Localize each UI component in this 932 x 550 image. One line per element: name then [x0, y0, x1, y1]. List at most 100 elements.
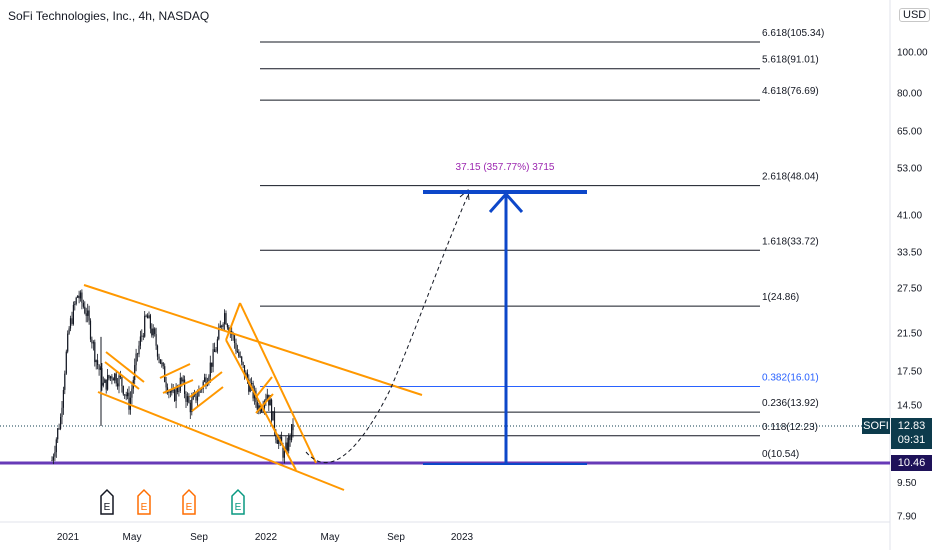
candle-body: [241, 356, 243, 363]
candle-body: [205, 377, 207, 386]
earnings-marker[interactable]: E: [137, 488, 151, 515]
candle-body: [118, 375, 120, 387]
orange-pattern-drawings[interactable]: [83, 284, 423, 491]
candle-body: [188, 396, 190, 403]
candle-body: [165, 382, 167, 388]
candle-body: [114, 373, 116, 381]
candlestick-series: [51, 289, 294, 465]
candle-body: [246, 372, 248, 380]
time-axis[interactable]: 2021 May Sep 2022 May Sep 2023: [57, 532, 474, 543]
candle-body: [169, 391, 171, 393]
candle-body: [192, 395, 194, 400]
earnings-marker[interactable]: E: [182, 488, 196, 515]
flag-line-4: [162, 379, 194, 394]
candle-body: [278, 439, 280, 444]
candle-body: [269, 399, 271, 406]
candle-body: [55, 439, 57, 453]
candle-body: [78, 295, 80, 299]
candle-body: [242, 362, 244, 365]
candle-body: [152, 328, 154, 336]
candle-body: [185, 394, 187, 402]
price-axis[interactable]: 100.00 80.00 65.00 53.00 41.00 33.50 27.50 21.5…: [897, 48, 928, 523]
candle-body: [102, 382, 104, 386]
symbol-title[interactable]: SoFi Technologies, Inc., 4h, NASDAQ: [8, 9, 210, 23]
earnings-marker-letter: E: [186, 502, 193, 513]
earnings-marker-letter: E: [104, 502, 111, 513]
candle-body: [77, 295, 79, 298]
candle-body: [84, 306, 86, 314]
earnings-marker-letter: E: [141, 502, 148, 513]
candle-body: [94, 342, 96, 363]
candle-body: [235, 343, 237, 351]
candle-body: [184, 379, 186, 394]
time-tick-label: Sep: [190, 532, 208, 543]
time-tick-label: 2022: [255, 532, 278, 543]
fib-level-label: 1(24.86): [762, 292, 799, 303]
candle-body: [89, 320, 92, 340]
price-tick-label: 27.50: [897, 284, 922, 295]
candle-body: [146, 315, 149, 319]
candle-body: [249, 384, 251, 392]
candle-body: [71, 318, 73, 324]
candle-body: [129, 397, 131, 410]
candle-body: [161, 362, 163, 364]
price-tick-label: 21.50: [897, 329, 922, 340]
earnings-marker-letter: E: [235, 502, 242, 513]
currency-selector[interactable]: USD: [899, 8, 931, 22]
candle-body: [141, 335, 143, 337]
price-tick-label: 9.50: [897, 478, 917, 489]
candle-body: [218, 327, 220, 340]
candle-body: [282, 445, 284, 458]
candle-body: [215, 351, 217, 353]
candle-body: [256, 402, 258, 410]
candle-body: [117, 383, 119, 387]
candle-body: [62, 390, 64, 408]
candle-body: [204, 377, 206, 382]
candle-body: [171, 390, 173, 393]
target-arrowhead: [488, 191, 524, 213]
last-price-value: 12.83: [897, 420, 926, 432]
candle-body: [245, 372, 247, 377]
candle-body: [104, 379, 106, 383]
candle-body: [119, 375, 121, 378]
candle-body: [97, 360, 99, 365]
candle-body: [108, 375, 110, 379]
candle-body: [275, 430, 277, 440]
candle-body: [182, 379, 184, 382]
price-tick-label: 14.50: [897, 401, 922, 412]
fib-level-label: 0.382(16.01): [762, 373, 819, 384]
fibonacci-extension[interactable]: 6.618(105.34) 5.618(91.01) 4.618(76.69) 2.6…: [260, 28, 824, 464]
earnings-marker[interactable]: E: [100, 488, 114, 515]
price-tick-label: 41.00: [897, 211, 922, 222]
candle-body: [181, 377, 183, 382]
candle-body: [219, 325, 221, 328]
candle-body: [214, 349, 216, 352]
candle-body: [142, 335, 144, 337]
candle-body: [224, 313, 226, 325]
earnings-marker[interactable]: E: [231, 488, 245, 515]
projection-dashed-curve[interactable]: [305, 194, 469, 463]
candle-body: [75, 297, 77, 304]
channel-upper-line: [83, 284, 423, 396]
candle-body: [58, 428, 60, 430]
candle-body: [266, 394, 268, 399]
candle-body: [178, 391, 180, 392]
candle-body: [221, 325, 223, 327]
candle-body: [176, 387, 179, 392]
candle-body: [276, 439, 278, 444]
small-flag-line-2: [255, 393, 274, 414]
candle-body: [60, 417, 62, 429]
candle-body: [174, 389, 176, 401]
candle-body: [67, 333, 69, 352]
target-arrow[interactable]: [423, 190, 587, 465]
candle-body: [156, 345, 159, 357]
candle-body: [122, 386, 124, 395]
candle-body: [95, 360, 97, 363]
fib-level-label: 2.618(48.04): [762, 172, 819, 183]
flag-line-1: [105, 351, 145, 383]
price-tick-label: 53.00: [897, 164, 922, 175]
candle-body: [109, 376, 112, 379]
candle-body: [154, 328, 156, 335]
